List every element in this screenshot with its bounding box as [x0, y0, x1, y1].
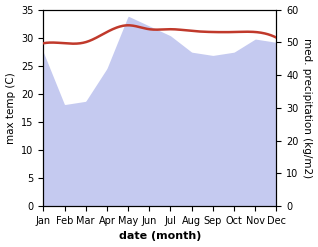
Y-axis label: med. precipitation (kg/m2): med. precipitation (kg/m2): [302, 38, 313, 178]
X-axis label: date (month): date (month): [119, 231, 201, 242]
Y-axis label: max temp (C): max temp (C): [5, 72, 16, 144]
